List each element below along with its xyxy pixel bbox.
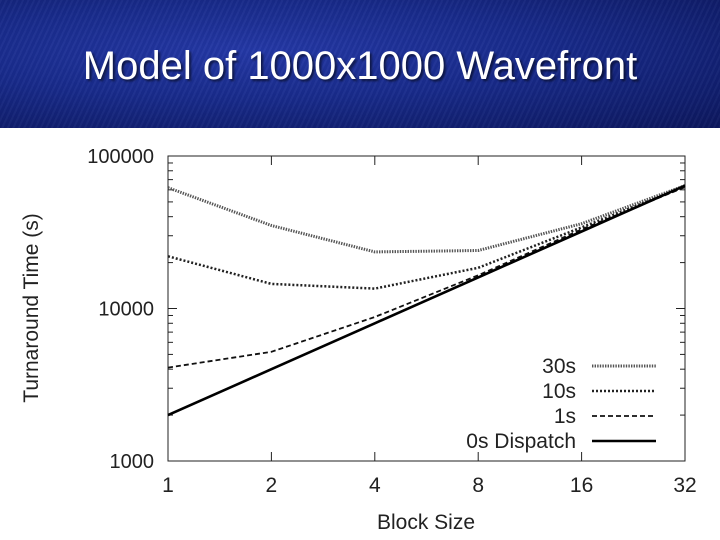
x-tick-label: 4 xyxy=(369,474,381,497)
x-tick-label: 16 xyxy=(570,474,593,497)
series-lines xyxy=(167,184,686,417)
plot-frame xyxy=(167,155,686,462)
y-axis-label: Turnaround Time (s) xyxy=(20,213,43,402)
x-axis-label: Block Size xyxy=(377,511,475,534)
legend-label: 30s xyxy=(542,355,576,378)
y-tick-label: 10000 xyxy=(98,299,154,321)
x-tick-labels: 1 2 4 8 16 32 xyxy=(162,474,697,497)
turnaround-time-chart: 1 2 4 8 16 32 1000 10000 100000 Block Size Turn… xyxy=(20,146,697,534)
series-line-1s xyxy=(167,186,686,369)
series-line-10s xyxy=(167,185,686,290)
x-tick-label: 8 xyxy=(472,474,484,497)
legend-label: 10s xyxy=(542,380,576,403)
x-tick-label: 2 xyxy=(266,474,278,497)
axis-ticks xyxy=(167,155,686,462)
y-tick-label: 1000 xyxy=(110,451,155,473)
x-tick-label: 32 xyxy=(673,474,696,497)
series-line-30s xyxy=(167,184,686,254)
x-tick-label: 1 xyxy=(162,474,174,497)
y-tick-labels: 1000 10000 100000 xyxy=(87,146,154,473)
y-tick-label: 100000 xyxy=(87,146,154,168)
legend-label: 0s Dispatch xyxy=(466,430,576,453)
legend-label: 1s xyxy=(554,405,576,428)
title-banner xyxy=(0,0,720,128)
series-line-0s-dispatch xyxy=(167,184,686,417)
slide-title: Model of 1000x1000 Wavefront xyxy=(82,44,638,88)
